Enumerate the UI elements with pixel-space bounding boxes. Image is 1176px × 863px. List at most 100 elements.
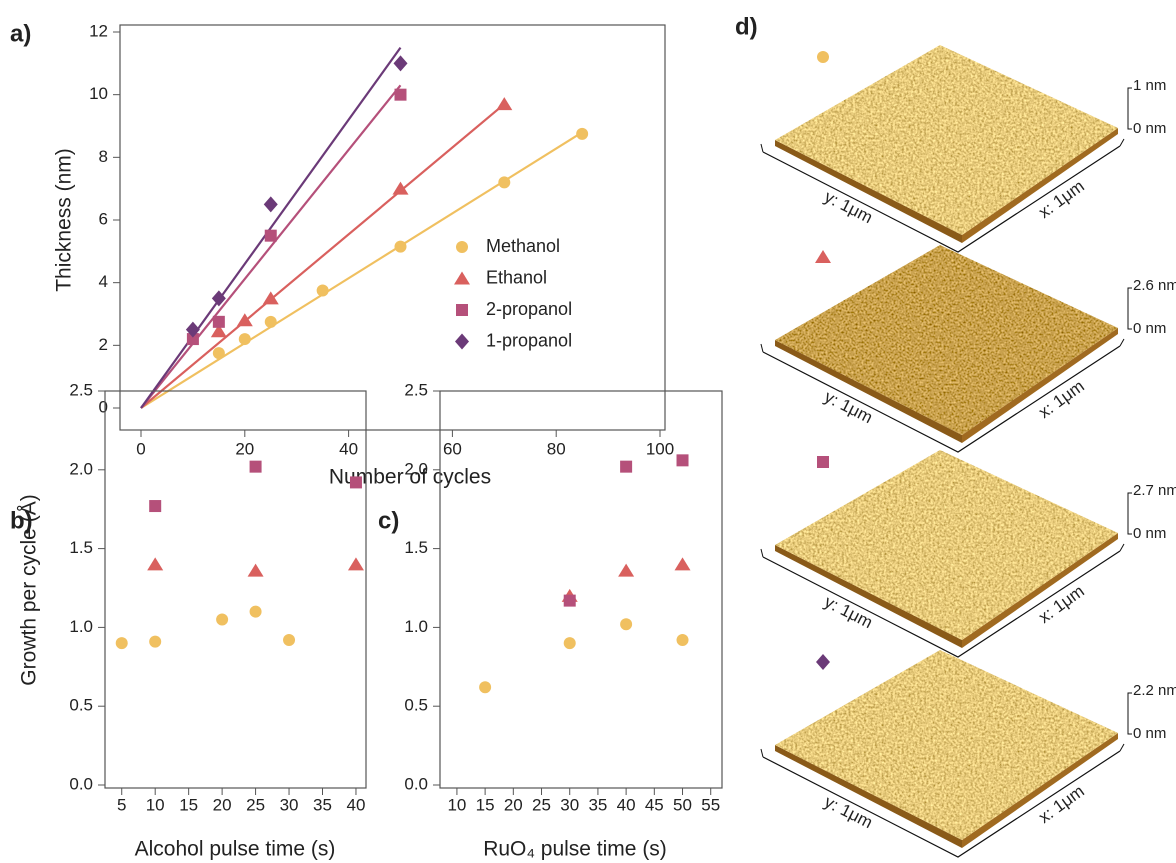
y-tick-label: 2.5 (69, 380, 93, 399)
marker (674, 557, 691, 571)
y-tick-label: 0.5 (69, 696, 93, 715)
afm-axis (762, 345, 1121, 453)
legend-label: Ethanol (486, 267, 547, 287)
z-scale-bar (1127, 492, 1132, 535)
marker (212, 315, 225, 328)
sample-icon (817, 456, 829, 468)
marker (115, 637, 128, 650)
marker (263, 196, 278, 213)
plot-frame (104, 390, 367, 789)
y-tick-label: 10 (89, 84, 108, 103)
marker (149, 500, 162, 513)
y-tick-label: 2.0 (69, 459, 93, 478)
marker (316, 284, 329, 297)
fit-line (140, 131, 583, 409)
x-tick-label: 20 (504, 795, 523, 814)
afm-side (775, 140, 962, 243)
sample-icon (815, 250, 831, 263)
x-tick-label: 15 (476, 795, 495, 814)
afm-axis-tick (1119, 743, 1125, 752)
fit-line (140, 84, 402, 409)
marker (262, 291, 279, 305)
afm-axis-tick (1119, 338, 1125, 347)
x-tick-label: 40 (339, 439, 358, 458)
y-tick-label: 6 (99, 209, 108, 228)
x-tick-label: 20 (213, 795, 232, 814)
panel-label: c) (378, 507, 399, 534)
x-tick-label: 30 (280, 795, 299, 814)
afm-surface (775, 45, 1118, 235)
marker (247, 563, 264, 577)
marker (392, 181, 409, 195)
z-scale-bar (1127, 287, 1132, 330)
afm-axis-tick (760, 343, 764, 353)
panel-label: d) (735, 13, 758, 40)
y-tick-label: 1.0 (69, 617, 93, 636)
afm-side (962, 328, 1118, 443)
z-max-label: 2.6 nm (1133, 277, 1176, 294)
afm-axis-tick (760, 748, 764, 758)
x-axis-label: RuO₄ pulse time (s) (483, 838, 667, 861)
x-tick-label: 30 (560, 795, 579, 814)
y-tick-label: 2.5 (404, 380, 428, 399)
y-tick-label: 1.5 (404, 538, 428, 557)
marker (264, 229, 277, 242)
marker (620, 460, 633, 473)
x-tick-label: 50 (673, 795, 692, 814)
marker (212, 347, 225, 360)
sample-icon (816, 654, 830, 670)
afm-side (962, 533, 1118, 648)
marker (394, 240, 407, 253)
afm-surface (775, 450, 1118, 640)
x-tick-label: 35 (313, 795, 332, 814)
marker (210, 324, 227, 338)
marker (563, 594, 576, 607)
z-max-label: 2.2 nm (1133, 682, 1176, 699)
fit-line (140, 103, 506, 409)
x-tick-label: 80 (547, 439, 566, 458)
legend-label: 2-propanol (486, 299, 572, 319)
x-tick-label: 10 (447, 795, 466, 814)
legend-marker (455, 333, 469, 350)
z-min-label: 0 nm (1133, 320, 1166, 337)
z-max-label: 1 nm (1133, 77, 1166, 94)
plot-frame (439, 390, 723, 789)
x-tick-label: 55 (701, 795, 720, 814)
z-scale-bar (1127, 692, 1132, 735)
afm-axis-tick (760, 548, 764, 558)
marker (393, 55, 408, 72)
marker (394, 88, 407, 101)
legend-marker (456, 304, 468, 316)
marker (620, 618, 633, 631)
x-tick-label: 100 (646, 439, 674, 458)
z-min-label: 0 nm (1133, 725, 1166, 742)
x-tick-label: 40 (347, 795, 366, 814)
x-tick-label: 40 (617, 795, 636, 814)
marker (149, 635, 162, 648)
fit-line (140, 47, 402, 409)
marker (618, 563, 635, 577)
z-max-label: 2.7 nm (1133, 482, 1176, 499)
x-tick-label: 0 (136, 439, 145, 458)
y-tick-label: 1.0 (404, 617, 428, 636)
x-tick-label: 10 (146, 795, 165, 814)
sample-icon (817, 51, 829, 63)
afm-axis-tick (1119, 138, 1125, 147)
x-tick-label: 5 (117, 795, 126, 814)
legend-label: Methanol (486, 236, 560, 256)
x-tick-label: 45 (645, 795, 664, 814)
marker (249, 605, 262, 618)
afm-axis (762, 145, 1121, 253)
y-tick-label: 1.5 (69, 538, 93, 557)
marker (676, 634, 689, 647)
marker (576, 127, 589, 140)
marker (283, 634, 296, 647)
marker (216, 613, 229, 626)
legend-label: 1-propanol (486, 330, 572, 350)
y-axis-label: Growth per cycle (Å) (18, 494, 41, 685)
afm-axis-tick (760, 143, 764, 153)
x-axis-label: Alcohol pulse time (s) (135, 838, 336, 861)
x-axis-label: Number of cycles (329, 466, 491, 489)
y-tick-label: 2 (99, 335, 108, 354)
